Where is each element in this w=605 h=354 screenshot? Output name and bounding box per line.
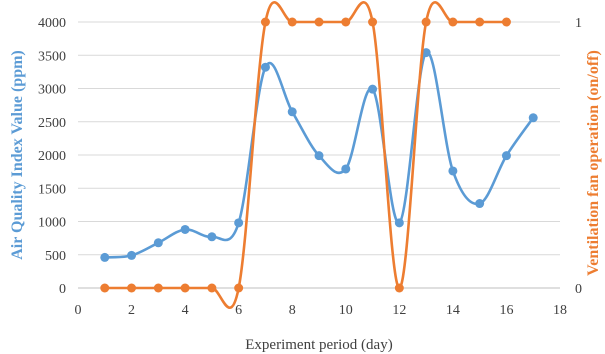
data-point xyxy=(448,166,458,176)
data-point xyxy=(421,48,431,58)
y-left-tick-label: 1000 xyxy=(38,216,66,231)
y-right-tick-label: 0 xyxy=(575,282,582,297)
data-point xyxy=(314,17,324,27)
x-tick-label: 8 xyxy=(289,303,296,318)
data-point xyxy=(448,17,458,27)
y-left-tick-label: 2000 xyxy=(38,149,66,164)
data-point xyxy=(501,151,511,161)
data-point xyxy=(207,283,217,293)
data-point xyxy=(475,17,485,27)
data-point xyxy=(341,164,351,174)
x-tick-label: 18 xyxy=(553,303,567,318)
x-axis-label: Experiment period (day) xyxy=(245,337,392,353)
data-point xyxy=(287,107,297,117)
x-tick-label: 14 xyxy=(446,303,460,318)
data-point xyxy=(260,17,270,27)
data-point xyxy=(127,250,137,260)
y-axis-left-label: Air Quality Index Value (ppm) xyxy=(9,50,26,260)
data-point xyxy=(100,252,110,262)
data-point xyxy=(394,218,404,228)
data-point xyxy=(260,62,270,72)
data-point xyxy=(153,238,163,248)
data-point xyxy=(421,17,431,27)
x-tick-label: 10 xyxy=(339,303,353,318)
data-point xyxy=(234,218,244,228)
data-point xyxy=(180,283,190,293)
y-axis-right-label: Ventilation fan operation (on/off) xyxy=(585,50,602,276)
y-left-tick-label: 3500 xyxy=(38,49,66,64)
data-point xyxy=(341,17,351,27)
y-right-tick-label: 1 xyxy=(575,16,582,31)
y-left-tick-label: 3000 xyxy=(38,83,66,98)
data-point xyxy=(368,84,378,94)
data-point xyxy=(180,224,190,234)
data-point xyxy=(153,283,163,293)
x-tick-label: 12 xyxy=(392,303,406,318)
data-point xyxy=(501,17,511,27)
x-tick-label: 0 xyxy=(75,303,82,318)
grid-lines xyxy=(78,21,560,256)
y-left-tick-label: 1500 xyxy=(38,182,66,197)
series xyxy=(100,1,538,309)
data-point xyxy=(287,17,297,27)
data-point xyxy=(475,199,485,209)
y-left-tick-label: 0 xyxy=(59,282,66,297)
y-left-tick-label: 4000 xyxy=(38,16,66,31)
data-point xyxy=(100,283,110,293)
x-tick-label: 6 xyxy=(235,303,242,318)
data-point xyxy=(394,283,404,293)
series-2 xyxy=(100,1,511,309)
x-tick-label: 16 xyxy=(499,303,513,318)
data-point xyxy=(368,17,378,27)
data-point xyxy=(207,232,217,242)
data-point xyxy=(314,151,324,161)
y-left-tick-label: 2500 xyxy=(38,116,66,131)
y-left-tick-label: 500 xyxy=(45,249,66,264)
data-point xyxy=(234,283,244,293)
x-tick-label: 2 xyxy=(128,303,135,318)
data-point xyxy=(127,283,137,293)
x-tick-label: 4 xyxy=(182,303,189,318)
tick-labels: 0 2 4 6 8 10 12 14 16 180500100015002000250030003… xyxy=(38,16,582,318)
data-point xyxy=(528,113,538,123)
series-1 xyxy=(100,48,538,262)
